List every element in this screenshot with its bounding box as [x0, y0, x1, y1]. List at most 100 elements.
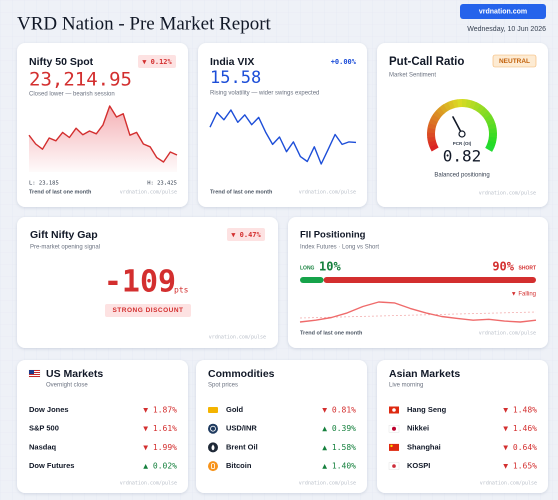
site-link[interactable]: vrdnation.com [479, 8, 527, 15]
market-card [17, 360, 188, 493]
trend-line [299, 301, 537, 323]
card-title: Nifty 50 Spot [29, 56, 94, 68]
long-label: LONG [300, 265, 315, 271]
gauge-segment [486, 140, 496, 148]
market-change: ▲ 1.40% [322, 462, 356, 471]
gauge-segment [435, 106, 445, 116]
market-change: ▼ 0.81% [322, 406, 356, 415]
hk-flower [392, 408, 396, 412]
cn-star [390, 444, 393, 448]
gauge-segment [487, 123, 497, 130]
caption: Trend of last one month [210, 189, 273, 195]
site-link-button[interactable] [460, 4, 546, 19]
low-value: L: 23,185 [29, 181, 59, 187]
card-title: Commodities [208, 368, 275, 380]
currency-icon [208, 423, 218, 434]
market-name: Hang Seng [407, 405, 447, 414]
source: vrdnation.com/pulse [120, 481, 177, 487]
change-badge [138, 55, 176, 68]
market-change: ▲ 0.02% [143, 462, 177, 471]
source: vrdnation.com/pulse [120, 190, 177, 196]
us-flag [28, 369, 41, 378]
gauge-segment [428, 118, 438, 126]
gauge-segment [465, 99, 473, 109]
gauge-segment [476, 104, 485, 114]
trend-guide [299, 311, 537, 319]
sentiment-badge [492, 54, 537, 68]
card-title: FII Positioning [300, 230, 366, 241]
market-name: Nikkei [407, 424, 429, 433]
card-title: Asian Markets [389, 368, 460, 380]
pcr-card [377, 43, 548, 207]
gauge-segment [469, 100, 477, 110]
gauge-segment [482, 110, 492, 120]
gauge-segment [484, 114, 494, 123]
gauge-segment [427, 122, 437, 130]
short-label: SHORT [519, 265, 537, 271]
market-change: ▼ 1.61% [143, 424, 177, 433]
market-card [377, 360, 548, 493]
market-name: Dow Jones [29, 405, 69, 414]
change-badge [227, 228, 265, 241]
market-change: ▼ 1.99% [143, 443, 177, 452]
gauge-segment [443, 101, 452, 112]
pcr-value: 0.82 [443, 147, 482, 166]
market-change: ▼ 1.87% [143, 406, 177, 415]
card-title: Put-Call Ratio [389, 56, 464, 68]
market-change: ▼ 1.46% [503, 424, 537, 433]
gauge-segment [447, 100, 455, 110]
card-title: India VIX [210, 56, 254, 68]
note: Closed lower — bearish session [29, 92, 115, 98]
change-text: ▼ 0.12% [142, 58, 172, 66]
market-name: USD/INR [226, 424, 257, 433]
trend-line [209, 109, 357, 165]
gauge-segment [427, 140, 437, 148]
market-name: Shanghai [407, 442, 441, 451]
subtitle: Overnight close [46, 383, 88, 389]
market-name: Nasdaq [29, 442, 57, 451]
source: vrdnation.com/pulse [299, 481, 356, 487]
high-value: H: 23,425 [147, 181, 177, 187]
caption: Trend of last one month [300, 330, 363, 336]
gauge-segment [479, 107, 489, 117]
gauge-segment [427, 136, 436, 143]
gauge-segment [439, 104, 449, 114]
market-change: ▼ 1.65% [503, 462, 537, 471]
gap-value: -109 [104, 265, 176, 300]
card-title: Gift Nifty Gap [30, 229, 98, 241]
market-name: Bitcoin [226, 461, 252, 470]
subtitle: Market Sentiment [389, 73, 436, 79]
note: Rising volatility — wider swings expecte… [210, 91, 319, 97]
gauge-segment [432, 110, 443, 119]
gauge-segment [427, 127, 436, 134]
vix-card [198, 43, 367, 207]
source: vrdnation.com/pulse [209, 335, 266, 341]
gauge-segment [452, 99, 459, 109]
gauge-segment [429, 143, 439, 152]
currency-icon-ring [210, 425, 216, 432]
gold-icon [208, 407, 218, 413]
market-name: Brent Oil [226, 442, 258, 451]
subtitle: Live morning [389, 383, 423, 389]
change-text: ▼ 0.47% [231, 231, 261, 239]
trend-line [28, 105, 178, 163]
short-value: 90% [492, 260, 514, 274]
long-value: 10% [319, 260, 341, 274]
market-name: S&P 500 [29, 424, 59, 433]
long-bar [300, 277, 324, 283]
source: vrdnation.com/pulse [480, 481, 537, 487]
gauge-segment [488, 136, 497, 143]
gap-badge-text: STRONG DISCOUNT [112, 307, 183, 314]
gauge-label: PCR (OI) [453, 141, 472, 146]
subtitle: Spot prices [208, 383, 238, 389]
bitcoin-mark [211, 463, 215, 470]
market-change: ▲ 0.39% [322, 424, 356, 433]
gift-card [17, 217, 278, 348]
caption: Trend of last one month [29, 189, 92, 195]
kr-taegeuk [392, 464, 396, 468]
change-text: +0.00% [331, 58, 357, 66]
market-card [196, 360, 367, 493]
gauge-segment [485, 144, 495, 152]
